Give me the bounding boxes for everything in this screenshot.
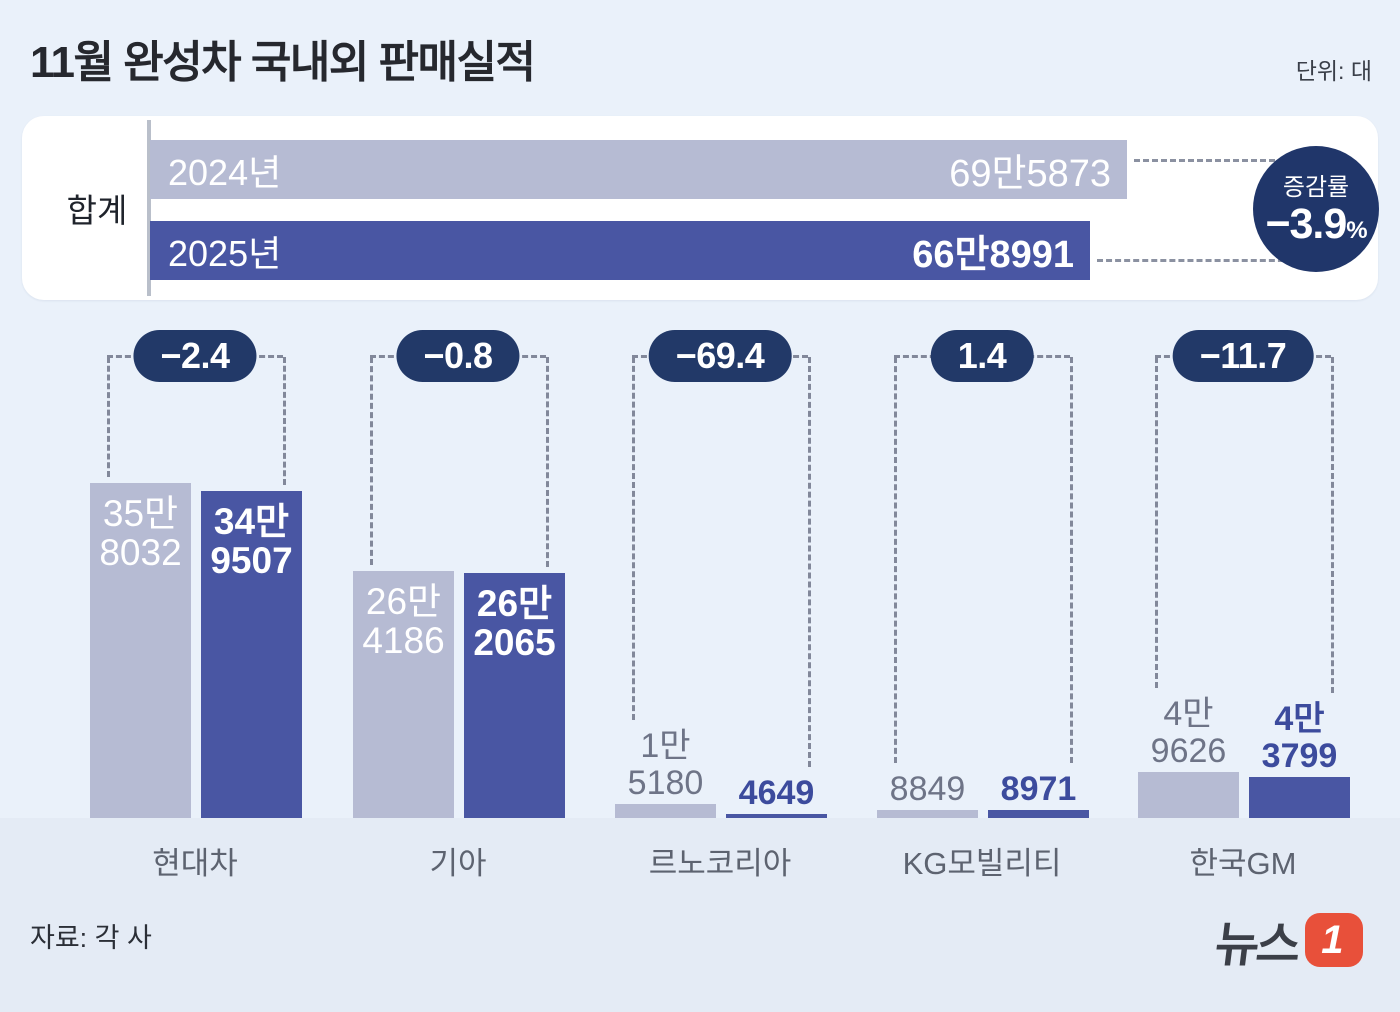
bar-label-line: 35만 <box>102 493 179 534</box>
baseline-strip <box>0 818 1400 1012</box>
total-bar-2025: 2025년 66만8991 <box>150 221 1090 280</box>
total-change-badge: 증감률 −3.9% <box>1253 146 1379 272</box>
bar-label-line: 5180 <box>627 764 704 802</box>
news1-logo-tile-icon: 1 <box>1305 913 1364 967</box>
bar-label-line: 34만 <box>213 501 290 542</box>
bar-label-1-0: 34만 9507 <box>201 502 302 580</box>
total-change-badge-label: 증감률 <box>1282 173 1350 201</box>
total-bar-2025-value: 66만8991 <box>912 234 1074 276</box>
category-label-0: 현대차 <box>152 846 238 881</box>
bar-2025-0 <box>201 491 302 818</box>
bar-label-line: 4186 <box>362 620 445 661</box>
bar-label-0-4: 4만 9626 <box>1124 696 1253 770</box>
news1-logo-text: 뉴스 <box>1212 919 1301 972</box>
change-badge-2: −69.4 <box>648 330 792 382</box>
total-bar-2024-year: 2024년 <box>168 151 282 193</box>
connector-total-2024 <box>1134 159 1302 162</box>
bar-label-line: 4만 <box>1163 695 1214 733</box>
category-label-3: KG모빌리티 <box>902 846 1062 881</box>
connector-side-right-3 <box>1070 357 1073 763</box>
change-badge-1: −0.8 <box>396 330 520 382</box>
news1-logo: 뉴스 1 <box>1212 905 1364 975</box>
bar-label-0-1: 26만 4186 <box>353 582 454 660</box>
category-label-1: 기아 <box>429 846 487 881</box>
unit-label: 단위: 대 <box>1295 58 1372 84</box>
bar-label-line: 9626 <box>1150 732 1227 770</box>
bar-label-line: 8032 <box>99 532 182 573</box>
bar-label-line: 8849 <box>889 770 966 808</box>
category-label-4: 한국GM <box>1189 846 1297 881</box>
change-badge-4: −11.7 <box>1172 330 1314 382</box>
bar-label-1-4: 4만 3799 <box>1235 701 1364 775</box>
total-summary-panel: 합계 2024년 69만5873 2025년 66만8991 <box>22 116 1378 300</box>
page-title: 11월 완성차 국내외 판매실적 <box>30 38 536 87</box>
connector-side-left-4 <box>1155 357 1158 688</box>
change-badge-3: 1.4 <box>930 330 1034 382</box>
change-badge-0: −2.4 <box>133 330 257 382</box>
bar-label-line: 26만 <box>476 583 553 624</box>
connector-side-right-0 <box>283 357 286 485</box>
bar-label-line: 4만 <box>1274 700 1325 738</box>
total-change-badge-value: −3.9% <box>1265 199 1367 248</box>
connector-total-2025 <box>1097 259 1302 262</box>
bar-label-line: 3799 <box>1261 737 1338 775</box>
bar-label-1-2: 4649 <box>712 775 841 812</box>
bar-2025-1 <box>464 573 565 818</box>
total-bar-2024: 2024년 69만5873 <box>150 140 1127 199</box>
bar-2024-1 <box>353 571 454 818</box>
bar-2025-4 <box>1249 777 1350 818</box>
total-row-label: 합계 <box>66 192 128 229</box>
percent-sign: % <box>1346 216 1367 244</box>
bar-label-line: 2065 <box>473 622 556 663</box>
bar-2024-4 <box>1138 772 1239 818</box>
total-bar-2025-year: 2025년 <box>168 232 282 274</box>
connector-side-left-0 <box>107 357 110 477</box>
bar-2025-3 <box>988 810 1089 818</box>
bar-label-0-2: 1만 5180 <box>601 728 730 802</box>
bar-label-1-1: 26만 2065 <box>464 584 565 662</box>
connector-side-left-3 <box>894 357 897 763</box>
bar-2024-2 <box>615 804 716 818</box>
bar-label-1-3: 8971 <box>974 771 1103 808</box>
bar-label-line: 1만 <box>640 727 691 765</box>
connector-side-left-2 <box>632 357 635 720</box>
bar-label-line: 4649 <box>738 774 815 812</box>
connector-side-right-2 <box>808 357 811 767</box>
bar-label-line: 26만 <box>365 581 442 622</box>
bar-2024-3 <box>877 810 978 818</box>
bar-label-line: 9507 <box>210 540 293 581</box>
category-label-2: 르노코리아 <box>648 846 792 881</box>
axis-line <box>147 120 151 296</box>
connector-side-right-1 <box>546 357 549 567</box>
bar-label-0-3: 8849 <box>863 771 992 808</box>
connector-side-right-4 <box>1331 357 1334 693</box>
bar-2024-0 <box>90 483 191 818</box>
bar-label-0-0: 35만 8032 <box>90 494 191 572</box>
source-note: 자료: 각 사 <box>30 923 152 953</box>
bar-label-line: 8971 <box>1000 770 1077 808</box>
total-bar-2024-value: 69만5873 <box>949 153 1111 195</box>
bar-2025-2 <box>726 814 827 818</box>
connector-side-left-1 <box>370 357 373 565</box>
